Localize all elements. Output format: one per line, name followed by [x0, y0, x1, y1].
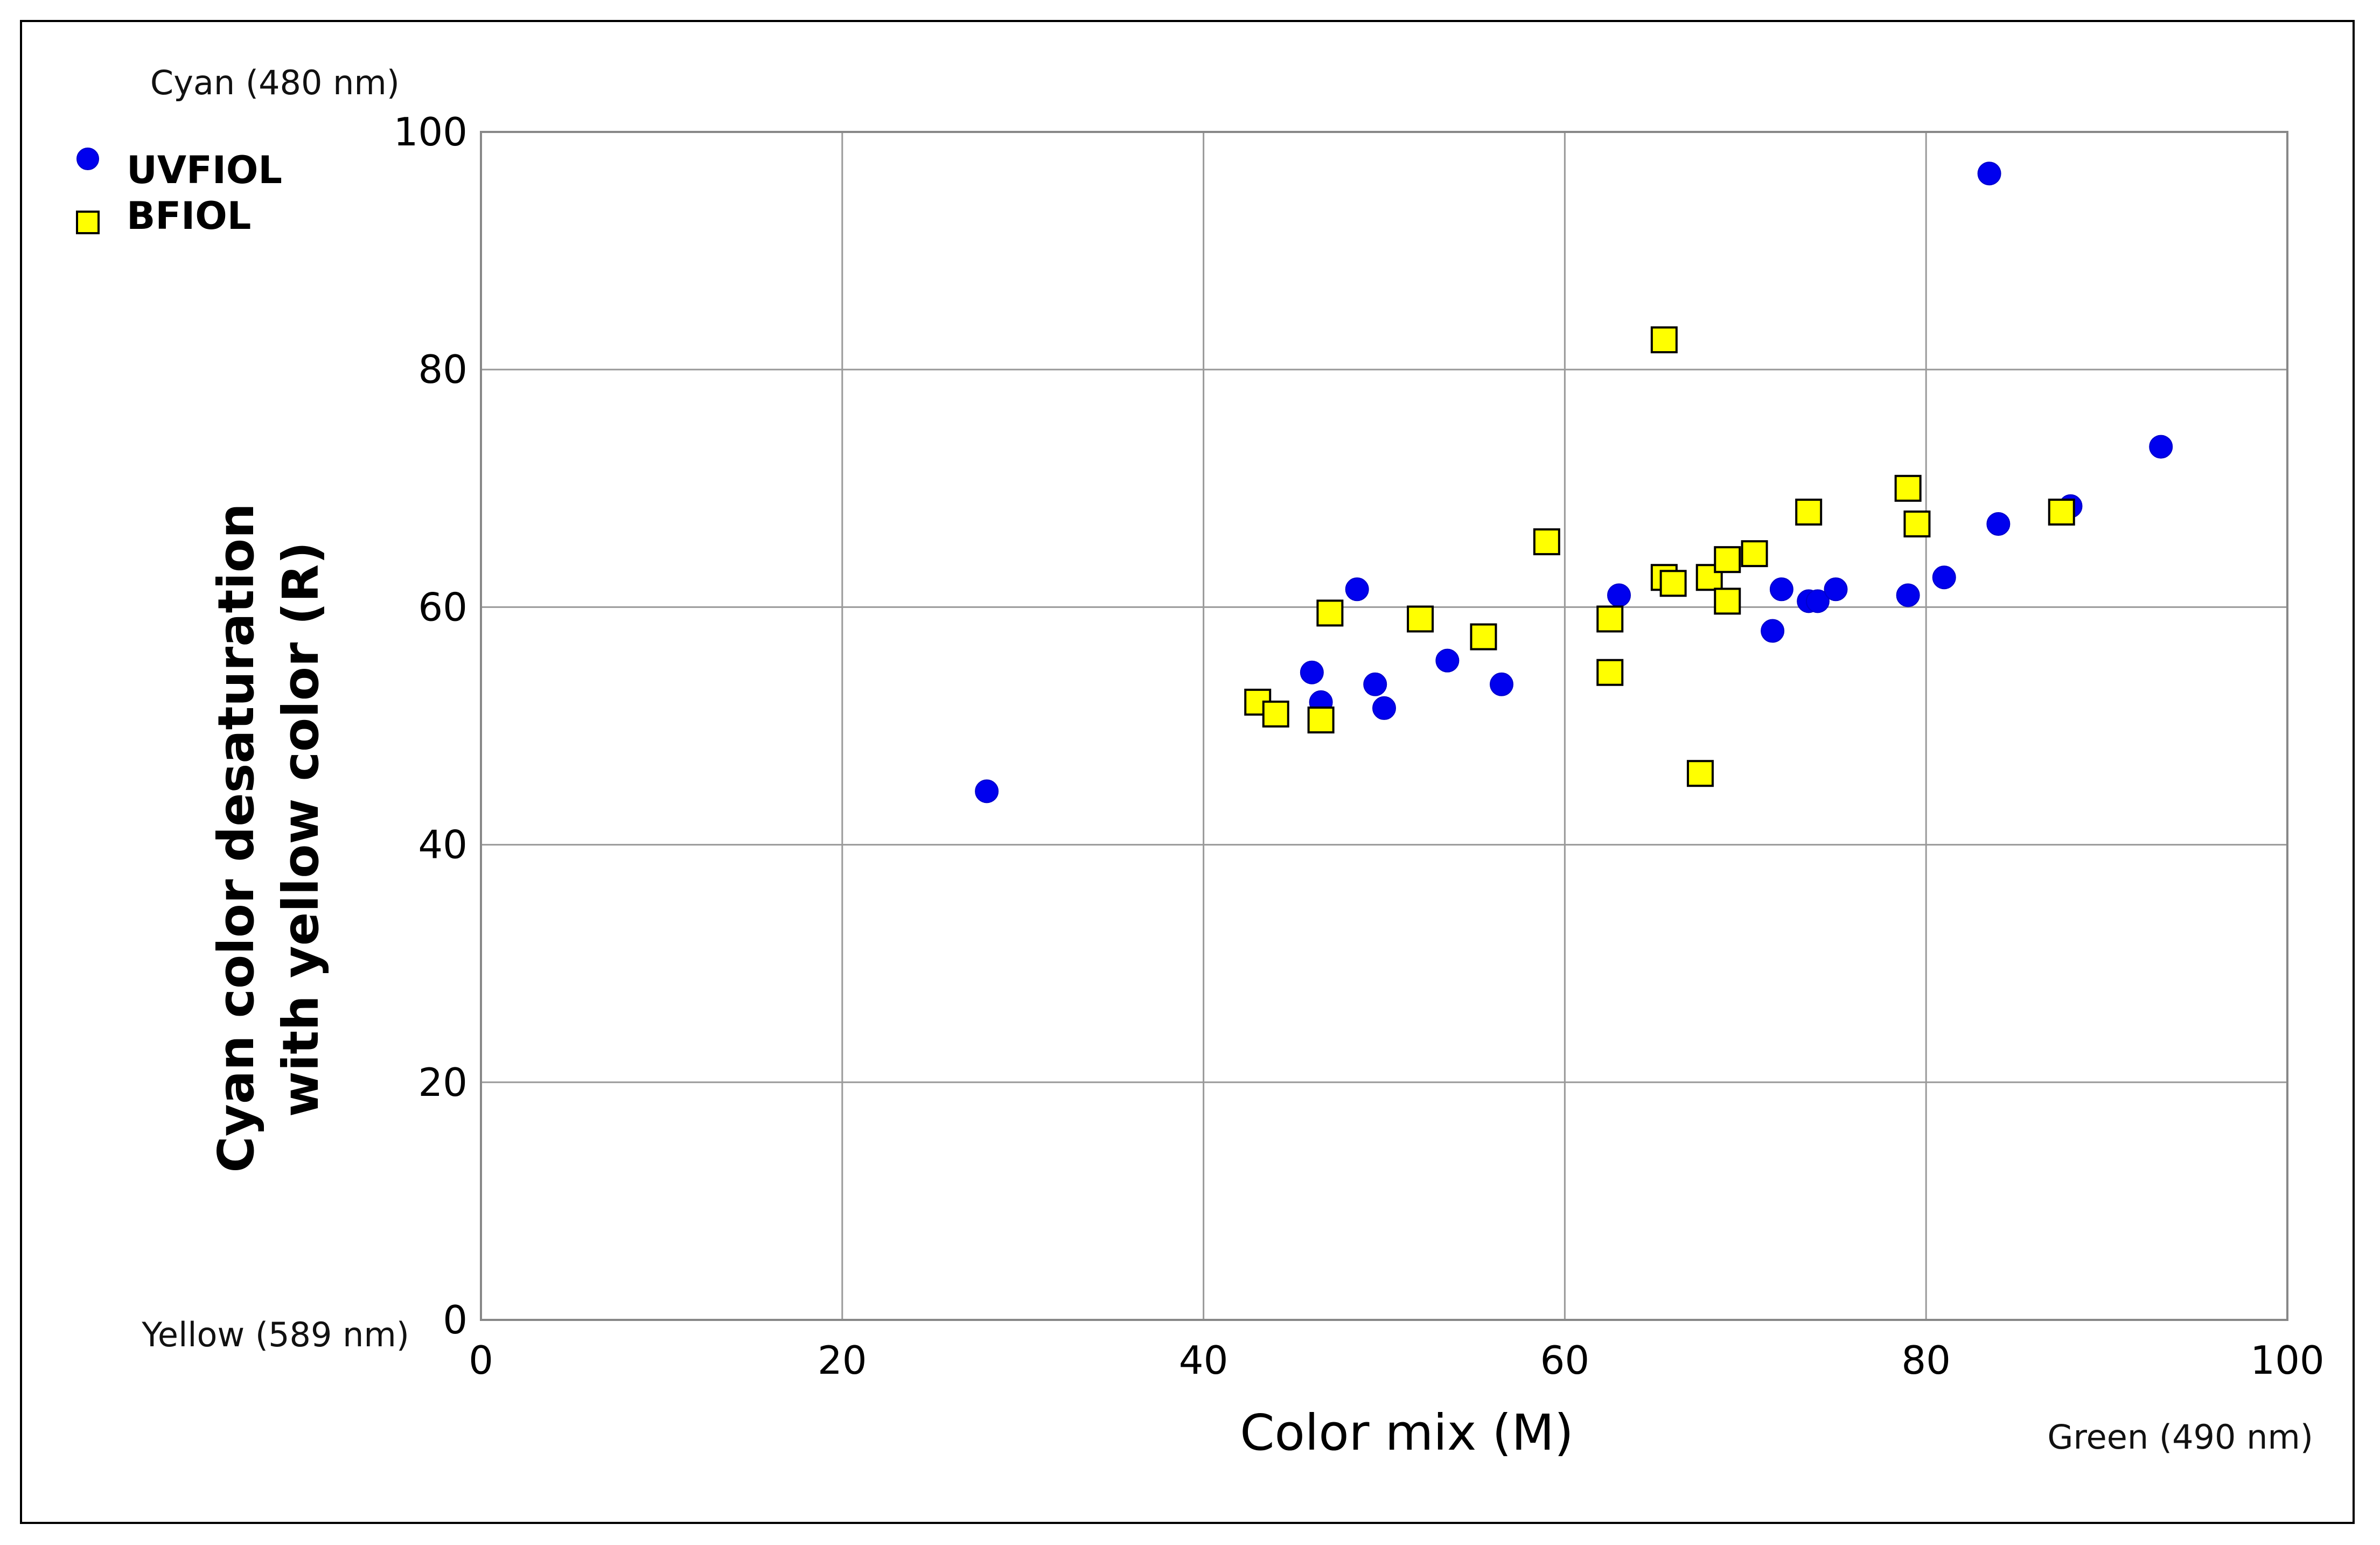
point-bfiol: [1714, 546, 1741, 574]
legend-marker-bfiol: [76, 211, 100, 234]
point-bfiol: [2048, 498, 2075, 526]
point-bfiol: [1894, 474, 1922, 502]
y-axis-title-line-2: with yellow color (R): [272, 542, 330, 1117]
point-bfiol: [1650, 326, 1678, 354]
plot-area-border: [480, 131, 2288, 1321]
point-uvfiol: [1300, 660, 1324, 684]
grid-lines: [480, 131, 2288, 1321]
point-bfiol: [1596, 605, 1624, 633]
y-tick-label: 80: [418, 347, 467, 392]
point-uvfiol: [1896, 583, 1920, 607]
point-uvfiol: [1932, 565, 1956, 590]
point-uvfiol: [1977, 162, 2001, 186]
point-bfiol: [1903, 510, 1931, 537]
legend: UVFIOL BFIOL: [76, 148, 282, 238]
point-uvfiol: [1435, 648, 1460, 673]
y-bottom-end-label: Yellow (589 nm): [141, 1315, 409, 1354]
point-bfiol: [1262, 700, 1289, 728]
legend-marker-uvfiol: [76, 148, 99, 170]
y-tick-label: 0: [443, 1297, 467, 1343]
data-points: [975, 162, 2173, 803]
x-tick-label: 100: [2250, 1338, 2324, 1383]
point-bfiol: [1659, 570, 1687, 597]
point-uvfiol: [1769, 577, 1793, 602]
point-bfiol: [1714, 588, 1741, 615]
y-axis-title: Cyan color desaturation with yellow colo…: [207, 486, 330, 1172]
y-tick-label: 40: [418, 822, 467, 868]
y-tick-label: 20: [418, 1060, 467, 1105]
x-tick-label: 80: [1901, 1338, 1951, 1383]
x-right-end-label: Green (490 nm): [2047, 1417, 2313, 1457]
point-uvfiol: [1805, 589, 1830, 613]
point-bfiol: [1795, 498, 1823, 526]
point-bfiol: [1307, 706, 1335, 733]
x-tick-label: 40: [1179, 1338, 1229, 1383]
point-uvfiol: [1761, 619, 1785, 643]
point-bfiol: [1407, 605, 1434, 633]
point-uvfiol: [1607, 583, 1631, 607]
point-bfiol: [1741, 540, 1768, 568]
point-uvfiol: [1345, 577, 1369, 602]
point-bfiol: [1596, 659, 1624, 686]
point-uvfiol: [1372, 696, 1396, 720]
point-bfiol: [1470, 623, 1497, 651]
y-top-end-label: Cyan (480 nm): [150, 63, 400, 102]
point-uvfiol: [2149, 435, 2173, 459]
y-tick-label: 60: [418, 584, 467, 630]
point-uvfiol: [1986, 512, 2011, 536]
x-tick-label: 0: [469, 1338, 493, 1383]
chart-frame: [20, 20, 2355, 1524]
y-tick-labels: 0 20 40 60 80 100: [394, 109, 467, 1343]
x-axis-title: Color mix (M): [1240, 1404, 1573, 1462]
x-tick-label: 60: [1540, 1338, 1590, 1383]
legend-label-uvfiol: UVFIOL: [127, 148, 282, 192]
x-tick-label: 20: [818, 1338, 867, 1383]
point-uvfiol: [975, 779, 999, 803]
point-uvfiol: [1490, 672, 1514, 696]
point-bfiol: [1316, 599, 1344, 627]
legend-label-bfiol: BFIOL: [127, 194, 251, 238]
point-bfiol: [1533, 528, 1560, 556]
point-uvfiol: [1363, 672, 1387, 696]
y-axis-title-line-1: Cyan color desaturation: [207, 503, 265, 1172]
point-uvfiol: [1824, 577, 1848, 602]
y-tick-label: 100: [394, 109, 467, 155]
point-bfiol: [1686, 760, 1714, 787]
x-tick-labels: 0 20 40 60 80 100: [469, 1338, 2325, 1383]
